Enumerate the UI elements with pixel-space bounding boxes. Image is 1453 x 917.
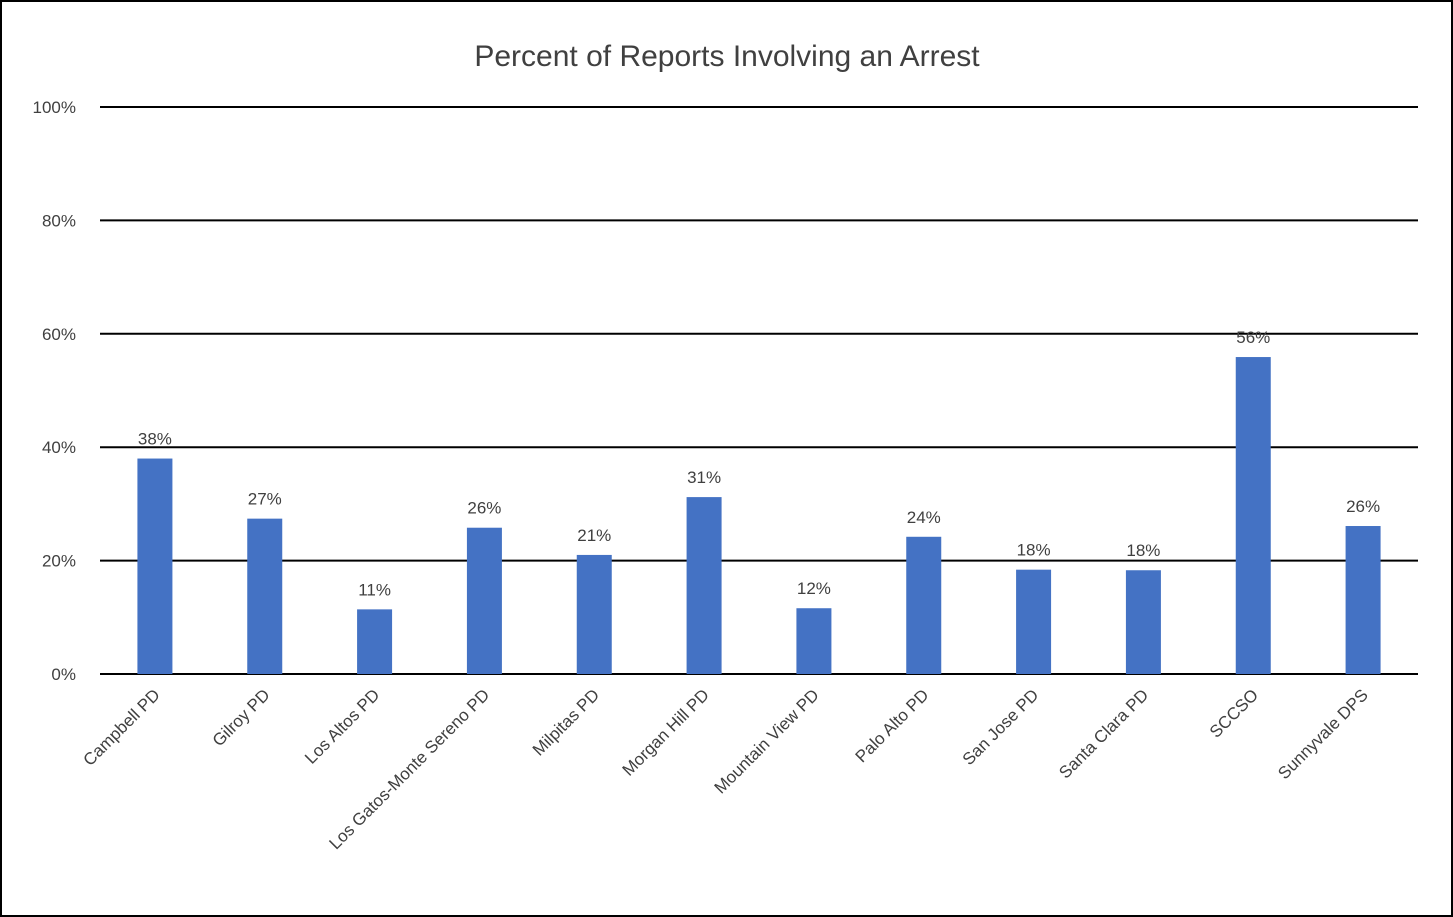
y-tick-label: 80%: [42, 211, 76, 230]
bar: [1235, 357, 1271, 674]
data-label: 38%: [138, 430, 172, 449]
data-label: 27%: [248, 490, 282, 509]
bar: [686, 497, 722, 674]
bar: [137, 458, 173, 674]
x-category-label: Sunnyvale DPS: [1274, 685, 1372, 783]
data-labels: 38% 27% 11% 26% 21% 31% 12% 24% 18% 18% 56% 26%: [138, 328, 1380, 599]
bars: [137, 357, 1381, 674]
data-label: 18%: [1126, 541, 1160, 560]
x-category-label: Milpitas PD: [529, 685, 603, 759]
data-label: 24%: [907, 508, 941, 527]
chart-title: Percent of Reports Involving an Arrest: [474, 40, 980, 73]
data-label: 21%: [577, 526, 611, 545]
x-category-label: Campbell PD: [79, 685, 163, 769]
data-label: 56%: [1236, 328, 1270, 347]
x-category-label: Gilroy PD: [209, 685, 274, 750]
bar: [247, 518, 283, 674]
bar: [796, 608, 832, 674]
x-category-label: San Jose PD: [959, 685, 1043, 769]
bar: [357, 609, 393, 674]
x-category-label: Los Altos PD: [301, 685, 383, 767]
x-category-label: Morgan Hill PD: [619, 685, 713, 779]
y-tick-label: 20%: [42, 552, 76, 571]
x-category-label: Palo Alto PD: [852, 685, 933, 766]
y-tick-label: 100%: [33, 98, 76, 117]
x-category-label: Santa Clara PD: [1055, 685, 1152, 782]
data-label: 26%: [467, 499, 501, 518]
bar: [466, 527, 502, 674]
y-tick-label: 0%: [51, 665, 76, 684]
bar: [1125, 570, 1161, 674]
bar: [1345, 526, 1381, 674]
data-label: 31%: [687, 468, 721, 487]
data-label: 12%: [797, 579, 831, 598]
data-label: 11%: [358, 580, 391, 599]
y-tick-label: 60%: [42, 325, 76, 344]
x-category-label: SCCSO: [1206, 685, 1262, 741]
bar: [1016, 569, 1052, 674]
data-label: 26%: [1346, 497, 1380, 516]
bar: [906, 536, 942, 674]
bar: [576, 554, 612, 674]
gridlines: [100, 106, 1418, 675]
data-label: 18%: [1017, 541, 1051, 560]
x-category-label: Mountain View PD: [711, 685, 823, 797]
y-axis-ticks: 0% 20% 40% 60% 80% 100%: [33, 98, 76, 684]
y-tick-label: 40%: [42, 438, 76, 457]
